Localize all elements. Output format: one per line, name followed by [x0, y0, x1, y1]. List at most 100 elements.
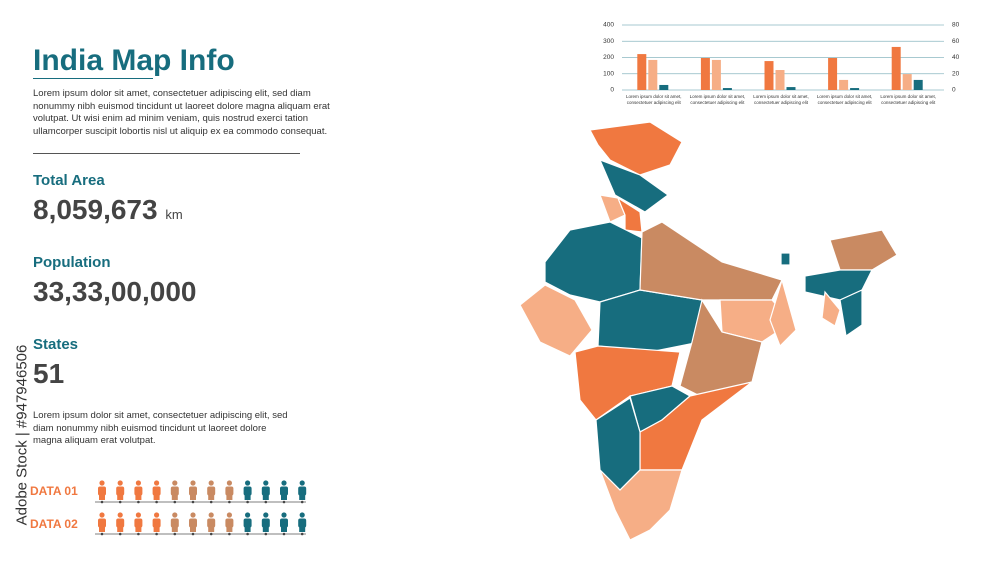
row-dot: [191, 500, 195, 504]
icon-body: [280, 486, 288, 496]
person-icon: [116, 512, 125, 532]
icon-legs: [171, 495, 178, 500]
icon-legs: [153, 495, 160, 500]
watermark: Adobe Stock | #947946506: [13, 344, 31, 526]
person-icon: [225, 480, 234, 500]
person-icon: [225, 512, 234, 532]
person-icon: [170, 480, 179, 500]
icon-legs: [171, 527, 178, 532]
stat-unit: km: [165, 207, 183, 222]
row-dot: [300, 500, 304, 504]
row-dot: [173, 532, 177, 536]
icon-head: [226, 512, 232, 518]
stat-value: 51: [33, 358, 65, 389]
icon-body: [225, 486, 234, 496]
icon-legs: [299, 495, 306, 500]
icon-legs: [208, 495, 215, 500]
y2-tick-label: 0: [952, 87, 956, 94]
icon-head: [263, 512, 269, 518]
person-icon: [152, 512, 161, 532]
row-dot: [191, 532, 195, 536]
bar: [839, 79, 849, 90]
row-dot: [118, 532, 122, 536]
icon-head: [190, 512, 196, 518]
row-dot: [137, 500, 140, 504]
person-icon: [261, 512, 270, 532]
row-dot: [264, 500, 268, 504]
person-icon: [243, 480, 252, 500]
y-tick-label: 100: [603, 70, 614, 77]
description: Lorem ipsum dolor sit amet, consectetuer…: [33, 410, 288, 446]
person-icon: [298, 512, 307, 532]
icon-legs: [281, 495, 287, 500]
row-dot: [246, 532, 249, 536]
row-dot: [228, 500, 231, 504]
bar: [648, 59, 658, 90]
icon-body: [134, 518, 143, 528]
person-icon: [261, 480, 270, 500]
icon-legs: [208, 527, 215, 532]
person-icon: [243, 512, 252, 532]
icon-head: [117, 512, 123, 518]
icon-head: [135, 480, 141, 486]
icon-head: [190, 480, 196, 486]
y2-tick-label: 20: [952, 70, 960, 77]
stat-label: Population: [33, 254, 111, 271]
divider: [33, 153, 300, 154]
x-tick-label: Lorem ipsum dolor sit amet, consectetuer…: [626, 94, 682, 105]
icon-body: [152, 486, 161, 496]
icon-head: [172, 512, 178, 518]
row-dot: [155, 500, 158, 504]
icon-head: [245, 512, 251, 518]
row-dot: [209, 532, 213, 536]
icon-body: [98, 486, 106, 496]
icon-body: [189, 486, 197, 496]
icon-body: [261, 518, 270, 528]
stat-value: 33,33,00,000: [33, 276, 197, 307]
icon-legs: [117, 527, 124, 532]
icon-head: [245, 480, 251, 486]
row-dot: [228, 532, 231, 536]
icon-legs: [281, 527, 287, 532]
icon-head: [263, 480, 269, 486]
person-icon: [98, 512, 106, 532]
icon-legs: [153, 527, 160, 532]
icon-body: [243, 486, 252, 496]
icon-head: [208, 512, 214, 518]
row-dot: [282, 500, 286, 504]
icon-body: [225, 518, 234, 528]
icon-body: [152, 518, 161, 528]
icon-legs: [244, 527, 251, 532]
row-dot: [282, 532, 286, 536]
icon-head: [154, 480, 160, 486]
icon-legs: [262, 495, 269, 500]
icon-head: [299, 512, 305, 518]
icon-body: [261, 486, 270, 496]
person-icon: [207, 480, 216, 500]
data-row-label: DATA 01: [30, 484, 78, 498]
title: India Map Info: [33, 44, 235, 77]
y2-tick-label: 40: [952, 54, 960, 61]
icon-body: [207, 518, 216, 528]
bar: [775, 70, 785, 90]
row-dot: [155, 532, 158, 536]
bar: [850, 88, 860, 90]
stat-number: 8,059,673: [33, 194, 158, 225]
icon-head: [117, 480, 123, 486]
row-dot: [100, 532, 104, 536]
person-icon: [116, 480, 125, 500]
person-icon: [189, 480, 197, 500]
icon-head: [154, 512, 160, 518]
person-icon: [280, 480, 288, 500]
data-row-label: DATA 02: [30, 517, 78, 531]
row-dot: [264, 532, 268, 536]
bar: [764, 61, 774, 90]
icon-head: [99, 480, 105, 486]
icon-legs: [135, 495, 142, 500]
icon-body: [207, 486, 216, 496]
x-tick-label: Lorem ipsum dolor sit amet, consectetuer…: [816, 94, 873, 105]
icon-body: [116, 518, 125, 528]
person-icon: [134, 480, 143, 500]
row-dot: [173, 500, 177, 504]
icon-body: [134, 486, 143, 496]
